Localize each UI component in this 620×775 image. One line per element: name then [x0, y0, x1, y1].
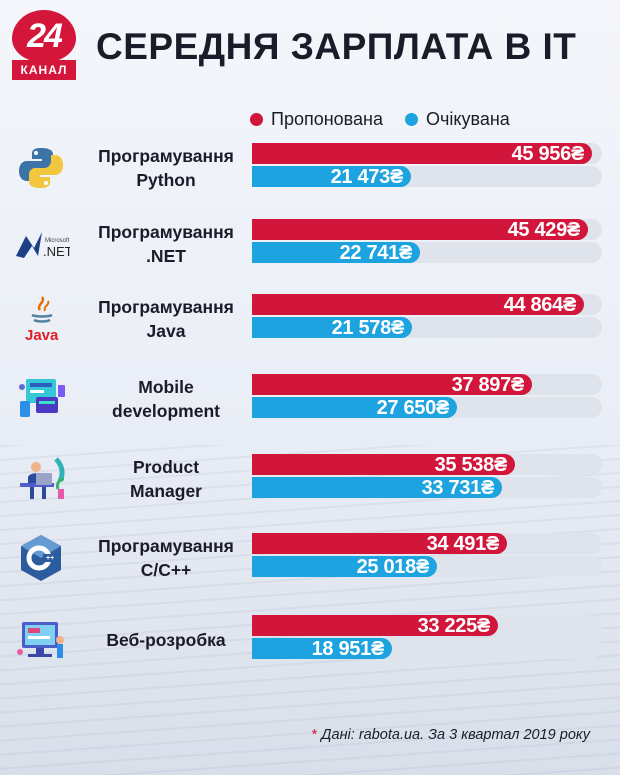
- legend-dot-offered: [250, 113, 263, 126]
- bar-value-label: 45 429₴: [507, 219, 581, 241]
- bar-value-label: 45 956₴: [511, 143, 585, 165]
- chart-row: Mobile development 37 897₴ 27 650₴: [0, 369, 620, 429]
- svg-text:.NET: .NET: [43, 244, 70, 259]
- bar-expected: 27 650₴: [252, 397, 457, 419]
- bar-value-label: 21 473₴: [330, 166, 404, 188]
- dotnet-icon: Microsoft .NET: [12, 218, 73, 270]
- category-label-line: Python: [136, 170, 196, 190]
- bar-expected: 18 951₴: [252, 638, 392, 660]
- category-label-line: Mobile: [138, 377, 194, 397]
- bar-value-label: 33 731₴: [421, 477, 495, 499]
- category-label-line: Веб-розробка: [106, 630, 226, 650]
- page-title: СЕРЕДНЯ ЗАРПЛАТА В ІТ: [96, 26, 577, 67]
- bar-expected: 22 741₴: [252, 242, 420, 264]
- bar-value-label: 35 538₴: [434, 454, 508, 476]
- logo-number: 24: [12, 10, 76, 62]
- web-dev-icon: [12, 614, 70, 666]
- category-label: Програмування Java: [74, 295, 258, 343]
- bar-value-label: 44 864₴: [503, 294, 577, 316]
- svg-text:Microsoft: Microsoft: [45, 238, 70, 244]
- python-icon: [12, 142, 70, 194]
- bar-value-label: 18 951₴: [311, 638, 385, 660]
- bar-value-label: 37 897₴: [451, 374, 525, 396]
- chart-row: Product Manager 35 538₴ 33 731₴: [0, 449, 620, 509]
- bar-offered: 35 538₴: [252, 454, 515, 476]
- category-label: Програмування C/C++: [74, 534, 258, 582]
- chart-row: Веб-розробка 33 225₴ 18 951₴: [0, 610, 620, 670]
- bar-value-label: 25 018₴: [356, 556, 430, 578]
- category-label-line: Програмування: [98, 297, 234, 317]
- legend-item-expected: Очікувана: [405, 109, 510, 130]
- bar-value-label: 22 741₴: [339, 242, 413, 264]
- chart-row: ++ Програмування C/C++ 34 491₴ 25 018₴: [0, 528, 620, 588]
- legend-dot-expected: [405, 113, 418, 126]
- cpp-icon: ++: [12, 532, 70, 584]
- category-label: Веб-розробка: [74, 628, 258, 652]
- category-label: Програмування Python: [74, 144, 258, 192]
- bar-expected: 21 578₴: [252, 317, 412, 339]
- category-label-line: development: [112, 401, 220, 421]
- mobile-dev-icon: [12, 373, 70, 425]
- bar-offered: 45 429₴: [252, 219, 588, 241]
- bar-offered: 37 897₴: [252, 374, 532, 396]
- bar-expected: 33 731₴: [252, 477, 502, 499]
- legend-label-offered: Пропонована: [271, 109, 383, 129]
- svg-text:++: ++: [46, 555, 54, 562]
- bar-offered: 34 491₴: [252, 533, 507, 555]
- chart-row: Програмування Python 45 956₴ 21 473₴: [0, 138, 620, 198]
- category-label-line: .NET: [146, 246, 186, 266]
- category-label: Програмування .NET: [74, 220, 258, 268]
- background-code-texture: [0, 445, 620, 775]
- legend: Пропонована Очікувана: [250, 109, 510, 130]
- bar-value-label: 33 225₴: [417, 615, 491, 637]
- bar-offered: 44 864₴: [252, 294, 584, 316]
- category-label-line: Програмування: [98, 222, 234, 242]
- legend-label-expected: Очікувана: [426, 109, 510, 129]
- source-text: Дані: rabota.ua. За 3 квартал 2019 року: [321, 727, 590, 743]
- bar-value-label: 34 491₴: [426, 533, 500, 555]
- category-label-line: C/C++: [140, 560, 192, 580]
- category-label: Mobile development: [74, 375, 258, 423]
- logo-word: КАНАЛ: [12, 60, 76, 80]
- bar-expected: 21 473₴: [252, 166, 411, 188]
- category-label-line: Manager: [130, 481, 202, 501]
- bar-offered: 45 956₴: [252, 143, 592, 165]
- java-icon: Java: [12, 293, 70, 345]
- legend-item-offered: Пропонована: [250, 109, 383, 130]
- category-label-line: Product: [132, 457, 200, 477]
- chart-row: Java Програмування Java 44 864₴ 21 578₴: [0, 289, 620, 349]
- bar-value-label: 27 650₴: [376, 397, 450, 419]
- category-label-line: Програмування: [98, 146, 234, 166]
- source-asterisk: *: [311, 727, 318, 743]
- svg-text:Java: Java: [25, 327, 59, 344]
- channel-logo: 24 КАНАЛ: [8, 10, 80, 82]
- category-label: Product Manager: [74, 455, 258, 503]
- chart-row: Microsoft .NET Програмування .NET 45 429₴ 22 …: [0, 214, 620, 274]
- category-label-line: Java: [146, 321, 186, 341]
- product-manager-icon: [12, 453, 70, 505]
- category-label-line: Програмування: [98, 536, 234, 556]
- bar-offered: 33 225₴: [252, 615, 498, 637]
- source-note: * Дані: rabota.ua. За 3 квартал 2019 року: [312, 727, 590, 743]
- bar-value-label: 21 578₴: [331, 317, 405, 339]
- bar-expected: 25 018₴: [252, 556, 437, 578]
